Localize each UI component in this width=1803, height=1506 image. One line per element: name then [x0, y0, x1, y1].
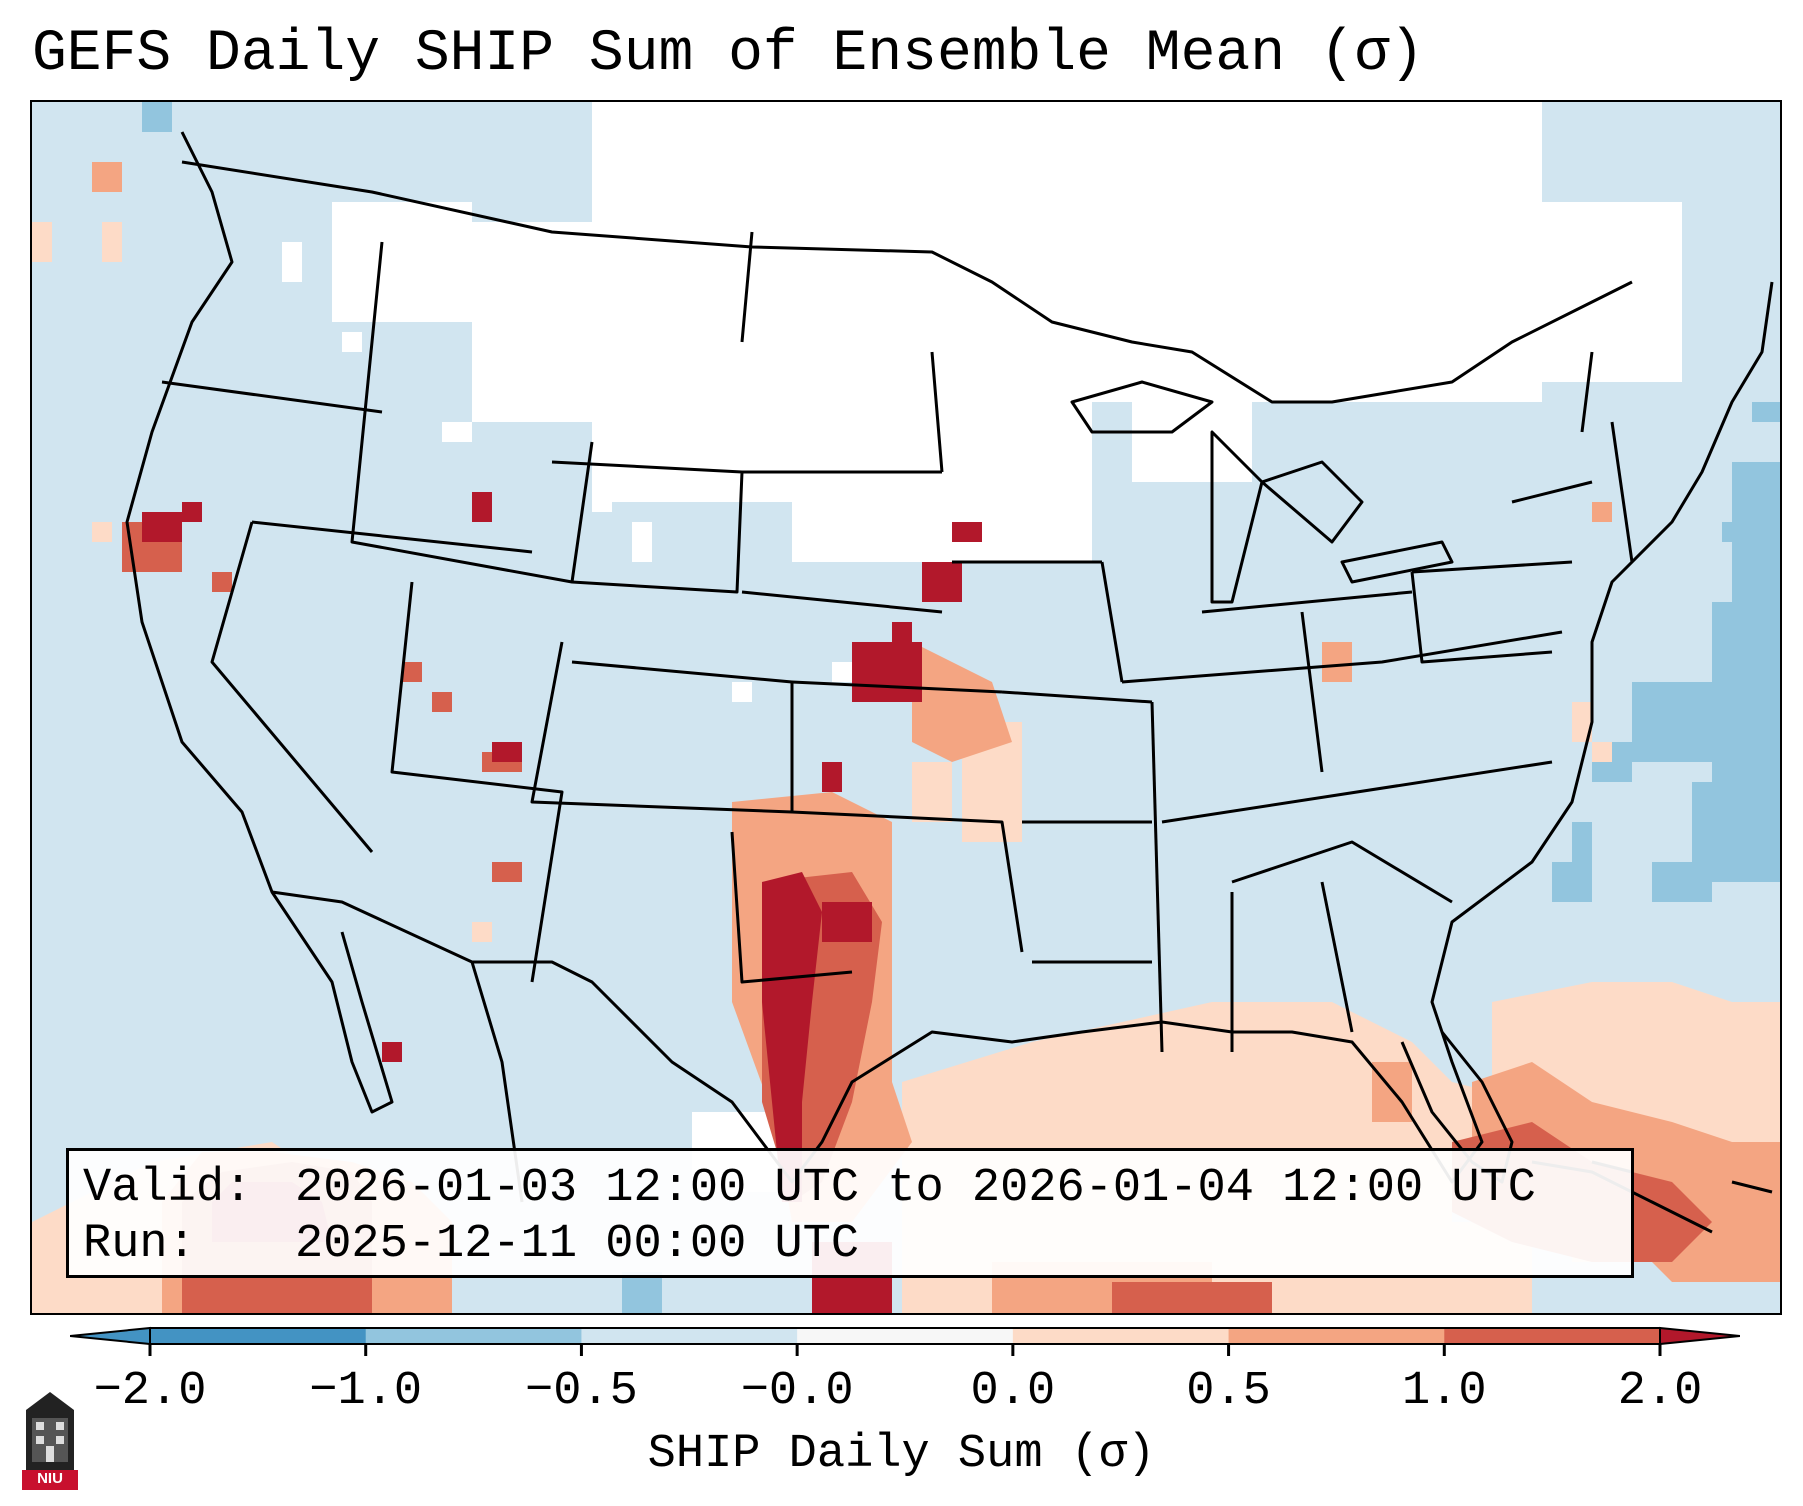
run-label: Run: — [83, 1218, 196, 1271]
valid-value: 2026-01-03 12:00 UTC to 2026-01-04 12:00… — [295, 1162, 1537, 1215]
niu-logo-text: NIU — [37, 1470, 63, 1487]
colorbar-segment — [365, 1328, 582, 1344]
colorbar-segment — [797, 1328, 1014, 1344]
colorbar-segment — [150, 1328, 367, 1344]
northern-border — [181, 160, 1633, 404]
colorbar-label: SHIP Daily Sum (σ) — [647, 1428, 1156, 1481]
colorbar-tick-label: 2.0 — [1617, 1365, 1703, 1418]
colorbar-tick-label: 0.0 — [970, 1365, 1056, 1418]
niu-logo — [22, 1392, 78, 1490]
blue-anomaly — [142, 102, 1780, 1313]
colorbar-segment — [1444, 1328, 1661, 1344]
colorbar-tick-label: −2.0 — [93, 1365, 207, 1418]
colorbar-tick-label: −1.0 — [309, 1365, 423, 1418]
validity-info-box: Valid: 2026-01-03 12:00 UTC to 2026-01-0… — [66, 1148, 1634, 1278]
colorbar — [70, 1326, 1740, 1356]
map-canvas — [32, 102, 1780, 1313]
colorbar-segment — [581, 1328, 798, 1344]
colorbar-tick-label: −0.0 — [740, 1365, 854, 1418]
colorbar-tick-label: 1.0 — [1401, 1365, 1487, 1418]
colorbar-segment — [1228, 1328, 1445, 1344]
colorbar-low-extend — [70, 1326, 151, 1346]
valid-label: Valid: — [83, 1162, 253, 1215]
colorbar-segment — [1012, 1328, 1230, 1344]
run-value: 2025-12-11 00:00 UTC — [295, 1218, 860, 1271]
chart-title: GEFS Daily SHIP Sum of Ensemble Mean (σ) — [32, 22, 1425, 87]
colorbar-tick-label: −0.5 — [525, 1365, 638, 1418]
colorbar-high-extend — [1659, 1326, 1740, 1346]
map-panel[interactable] — [30, 100, 1782, 1315]
colorbar-tick-label: 0.5 — [1186, 1365, 1271, 1418]
us-outline — [125, 131, 1774, 1184]
